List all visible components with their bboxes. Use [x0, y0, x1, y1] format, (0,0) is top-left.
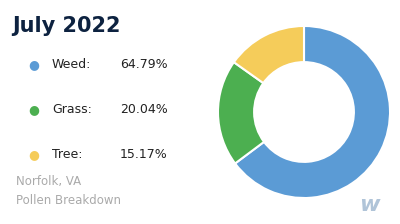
Text: w: w [360, 195, 380, 215]
Text: ●: ● [28, 103, 39, 116]
Text: 20.04%: 20.04% [120, 103, 168, 116]
Text: Grass:: Grass: [52, 103, 92, 116]
Text: Weed:: Weed: [52, 58, 91, 71]
Text: 15.17%: 15.17% [120, 148, 168, 161]
Text: 64.79%: 64.79% [120, 58, 168, 71]
Wedge shape [235, 26, 390, 198]
Wedge shape [234, 26, 304, 83]
Text: ●: ● [28, 58, 39, 71]
Text: Tree:: Tree: [52, 148, 82, 161]
Text: ●: ● [28, 148, 39, 161]
Wedge shape [218, 62, 264, 164]
Text: July 2022: July 2022 [12, 16, 120, 36]
Text: Norfolk, VA
Pollen Breakdown: Norfolk, VA Pollen Breakdown [16, 175, 121, 207]
